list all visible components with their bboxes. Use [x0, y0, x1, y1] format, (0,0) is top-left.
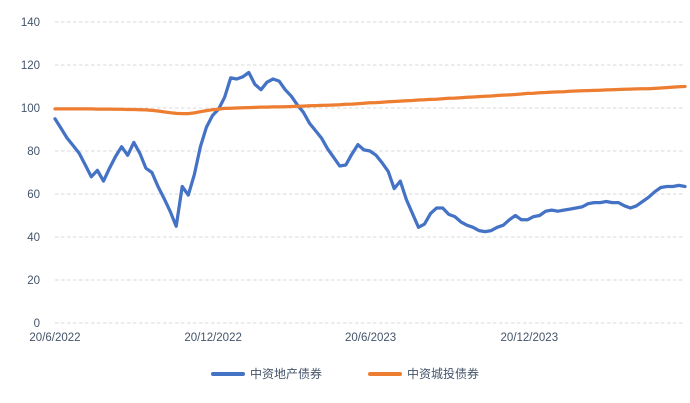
chart-legend: 中资地产债券 中资城投债券 — [0, 363, 690, 385]
series-line-lgfv-bonds — [53, 84, 687, 116]
legend-label-property-bonds: 中资地产债券 — [249, 367, 322, 381]
legend-swatch-property-bonds — [210, 372, 245, 376]
x-axis-tick-label: 20/6/2022 — [29, 332, 80, 344]
y-axis-tick-label: 120 — [21, 60, 40, 72]
legend-swatch-lgfv-bonds — [368, 372, 402, 376]
legend-item-lgfv-bonds: 中资城投债券 — [368, 368, 479, 380]
x-axis-tick-label: 20/6/2023 — [345, 332, 396, 344]
y-axis-tick-label: 40 — [27, 232, 40, 244]
y-axis-tick-label: 0 — [34, 318, 40, 330]
y-axis-tick-label: 140 — [21, 17, 40, 29]
x-axis-tick-label: 20/12/2022 — [184, 332, 242, 344]
y-axis-tick-label: 60 — [27, 189, 40, 201]
y-axis-tick-label: 20 — [27, 275, 40, 287]
y-axis-tick-label: 100 — [21, 103, 40, 115]
series-line-property-bonds — [53, 70, 687, 234]
legend-item-property-bonds: 中资地产债券 — [210, 367, 322, 381]
x-axis-tick-label: 20/12/2023 — [501, 332, 559, 344]
legend-label-lgfv-bonds: 中资城投债券 — [407, 367, 480, 381]
y-axis-tick-label: 80 — [27, 146, 40, 158]
